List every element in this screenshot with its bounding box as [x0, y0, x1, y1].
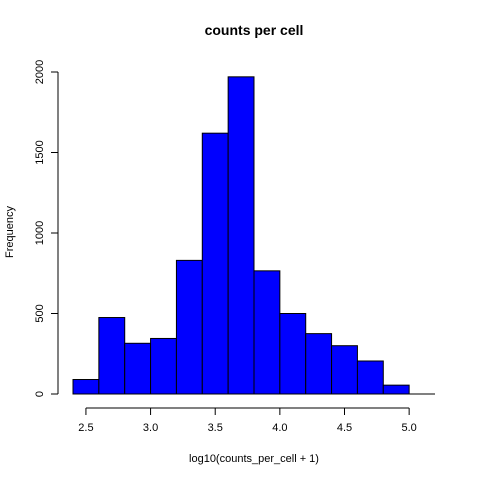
y-axis: 0 500 1000 1500 2000 [34, 60, 59, 397]
x-tick-label: 4.0 [272, 422, 287, 434]
y-tick-label: 500 [34, 304, 46, 322]
bars-group [72, 76, 435, 395]
histogram-bar [331, 345, 358, 395]
histogram-bar [98, 317, 126, 395]
histogram-bar [356, 360, 384, 395]
histogram-bar [279, 313, 307, 395]
chart-title: counts per cell [205, 22, 304, 38]
x-axis: 2.5 3.0 3.5 4.0 4.5 5.0 [78, 407, 417, 434]
x-tick-label: 3.5 [208, 422, 223, 434]
y-tick-label: 0 [34, 391, 46, 397]
y-tick-label: 2000 [34, 60, 46, 84]
x-tick-label: 3.0 [143, 422, 158, 434]
histogram-bar [305, 333, 333, 395]
histogram-bar [201, 132, 229, 395]
histogram-bar [124, 342, 152, 395]
histogram-bar [72, 379, 100, 395]
histogram-bar [227, 76, 255, 395]
y-tick-label: 1000 [34, 221, 46, 245]
y-axis-label: Frequency [4, 206, 16, 258]
histogram-bar [150, 337, 177, 395]
y-tick-label: 1500 [34, 140, 46, 164]
x-axis-label: log10(counts_per_cell + 1) [189, 453, 319, 465]
x-tick-label: 5.0 [401, 422, 416, 434]
x-tick-label: 2.5 [78, 422, 93, 434]
x-tick-label: 4.5 [337, 422, 352, 434]
histogram-bar [253, 270, 281, 395]
histogram-bar [382, 384, 410, 395]
histogram-bar [175, 259, 203, 395]
